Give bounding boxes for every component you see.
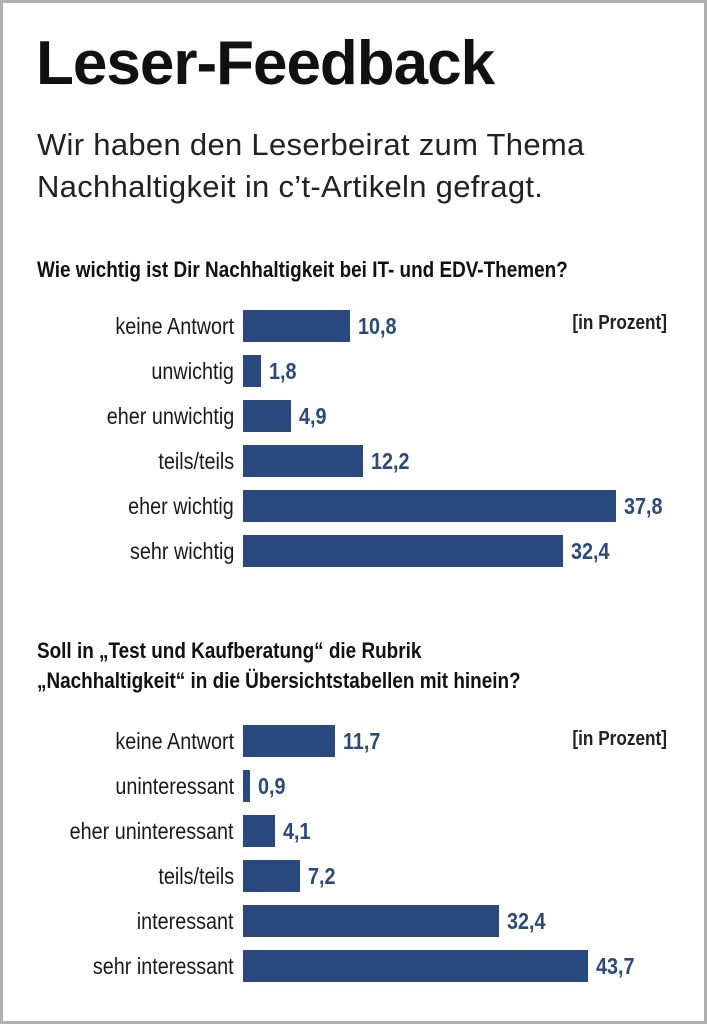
bar	[243, 400, 292, 432]
category-label: teils/teils	[158, 863, 234, 889]
value-label: 10,8	[357, 313, 397, 339]
value-label: 1,8	[268, 358, 297, 384]
value-label: 43,7	[596, 953, 635, 979]
chart-2-title-line: Soll in „Test und Kaufberatung“ die Rubr…	[37, 638, 422, 663]
category-label: sehr wichtig	[129, 538, 234, 564]
category-label: sehr interessant	[93, 953, 234, 979]
category-label: teils/teils	[158, 448, 234, 474]
bar	[243, 950, 589, 982]
category-label: eher uninteressant	[70, 818, 234, 844]
value-label: 4,1	[283, 818, 311, 844]
bar	[243, 355, 261, 387]
bar	[243, 725, 336, 757]
category-label: interessant	[137, 908, 234, 934]
bar	[243, 535, 563, 567]
category-label: keine Antwort	[115, 728, 234, 754]
value-label: 11,7	[343, 728, 381, 754]
bar	[243, 770, 251, 802]
value-label: 7,2	[307, 863, 336, 889]
category-label: eher wichtig	[128, 493, 234, 519]
chart-1-title: Wie wichtig ist Dir Nachhaltigkeit bei I…	[37, 257, 568, 282]
bar	[243, 490, 617, 522]
bar	[243, 310, 350, 342]
value-label: 0,9	[258, 773, 286, 799]
chart-1-unit: [in Prozent]	[572, 312, 667, 334]
subtitle: Wir haben den Leserbeirat zum Thema Nach…	[37, 124, 585, 208]
value-label: 12,2	[371, 448, 410, 474]
subtitle-line: Nachhaltigkeit in c’t-Artikeln gefragt.	[37, 169, 544, 204]
bar	[243, 905, 499, 937]
value-label: 32,4	[570, 538, 610, 564]
bar	[243, 860, 300, 892]
category-label: uninteressant	[115, 773, 234, 799]
bar	[243, 815, 276, 847]
subtitle-line: Wir haben den Leserbeirat zum Thema	[37, 127, 585, 162]
page-title: Leser-Feedback	[36, 29, 495, 98]
category-label: eher unwichtig	[106, 403, 234, 429]
chart-2-title-line: „Nachhaltigkeit“ in die Übersichtstabell…	[37, 668, 521, 693]
chart-2-title: Soll in „Test und Kaufberatung“ die Rubr…	[37, 636, 521, 696]
value-label: 32,4	[506, 908, 546, 934]
category-label: unwichtig	[151, 358, 234, 384]
bar	[243, 445, 364, 477]
category-label: keine Antwort	[115, 313, 234, 339]
chart-2-unit: [in Prozent]	[572, 728, 667, 750]
value-label: 37,8	[624, 493, 663, 519]
value-label: 4,9	[299, 403, 327, 429]
